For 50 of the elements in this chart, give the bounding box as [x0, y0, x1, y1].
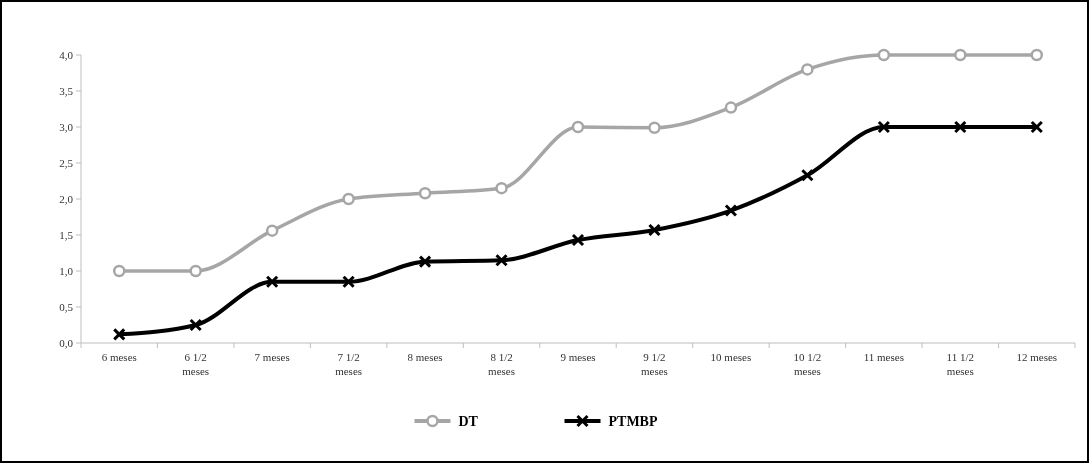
- point: [1030, 120, 1044, 134]
- point: [495, 181, 508, 195]
- point: [265, 275, 279, 289]
- point: [189, 318, 203, 332]
- x-tick-label: 10 meses: [710, 351, 752, 363]
- point: [1030, 48, 1044, 62]
- point: [877, 120, 891, 134]
- point: [648, 121, 661, 134]
- point: [801, 63, 814, 76]
- y-tick-label: 2,0: [59, 192, 74, 205]
- point: [724, 101, 738, 114]
- x-tick-label: 8 meses: [407, 351, 443, 363]
- y-tick-label: 0,0: [59, 336, 74, 349]
- x-tick-label: 6 1/2 meses: [182, 351, 210, 377]
- point: [265, 224, 279, 237]
- x-tick-label: 12 meses: [1016, 351, 1058, 363]
- point: [112, 327, 126, 341]
- point: [112, 264, 126, 278]
- x-tick-label: 7 meses: [254, 351, 290, 363]
- x-tick-label: 9 meses: [560, 351, 596, 363]
- point: [342, 275, 356, 289]
- legend-label: PTMBP: [608, 413, 658, 429]
- point: [571, 120, 585, 134]
- x-tick-label: 11 meses: [863, 351, 904, 363]
- point: [342, 192, 355, 206]
- point: [954, 48, 967, 62]
- point: [495, 253, 509, 267]
- x-tick-label: 7 1/2 meses: [335, 351, 363, 377]
- point: [953, 120, 967, 134]
- x-tick-label: 10 1/2 meses: [793, 351, 822, 377]
- y-tick-label: 1,5: [59, 228, 74, 241]
- point: [189, 264, 202, 278]
- x-tick-label: 11 1/2 meses: [946, 351, 975, 377]
- y-tick-label: 3,5: [59, 84, 74, 97]
- x-tick-label: 6 meses: [101, 351, 137, 363]
- y-tick-label: 4,0: [59, 48, 74, 61]
- point: [800, 168, 814, 182]
- x-tick-label: 8 1/2 meses: [488, 351, 515, 377]
- point: [418, 186, 432, 200]
- x-tick-label: 9 1/2 meses: [641, 351, 668, 377]
- y-tick-label: 2,5: [59, 156, 74, 169]
- y-tick-label: 0,5: [59, 300, 74, 313]
- point: [647, 223, 661, 237]
- point: [724, 204, 738, 218]
- y-tick-label: 3,0: [59, 120, 74, 133]
- y-tick-label: 1,0: [59, 264, 74, 277]
- legend-label: DT: [458, 413, 479, 429]
- point: [571, 233, 585, 247]
- point: [877, 48, 891, 62]
- point: [418, 255, 432, 269]
